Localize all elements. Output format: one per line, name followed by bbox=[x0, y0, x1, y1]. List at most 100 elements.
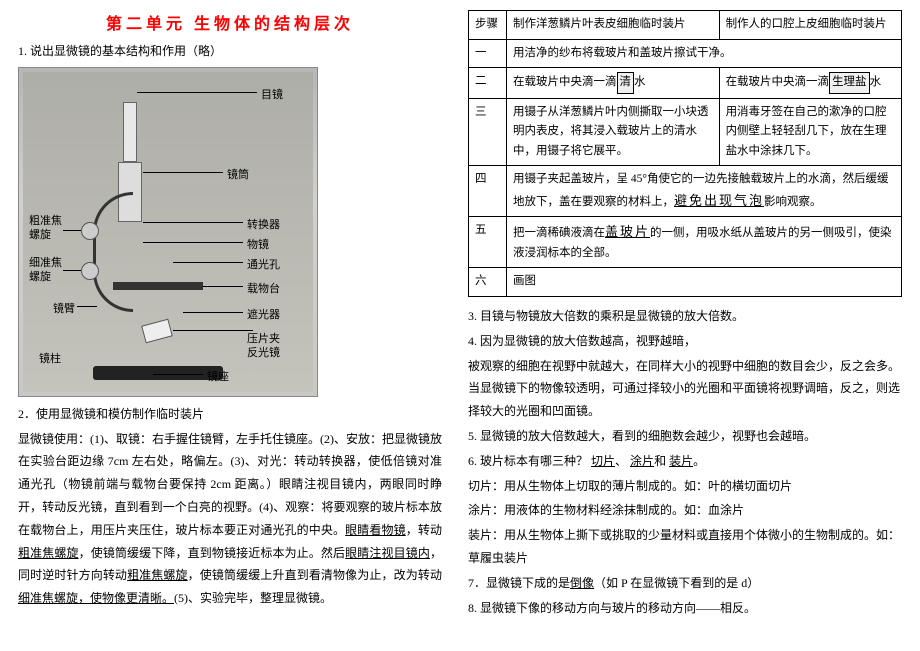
point-7: 7．显微镜下成的是倒像（如 P 在显微镜下看到的是 d） bbox=[468, 572, 902, 595]
label-eyepiece: 目镜 bbox=[261, 86, 283, 102]
label-mirror: 反光镜 bbox=[247, 344, 280, 360]
u-look-eyepiece: 眼睛注视目镜内 bbox=[345, 546, 430, 560]
label-aperture: 通光孔 bbox=[247, 256, 280, 272]
lead-line bbox=[137, 92, 257, 93]
usage-paragraph: 显微镜使用：(1)、取镜：右手握住镜臂，左手托住镜座。(2)、安放：把显微镜放在… bbox=[18, 428, 442, 610]
step-6-text: 画图 bbox=[507, 268, 902, 297]
step-3-oral: 用消毒牙签在自己的漱净的口腔内侧壁上轻轻刮几下，放在生理盐水中涂抹几下。 bbox=[719, 98, 901, 166]
lead-line bbox=[77, 306, 97, 307]
left-column: 第二单元 生物体的结构层次 1. 说出显微镜的基本结构和作用（略） 目镜 镜筒 … bbox=[0, 0, 460, 651]
p7-tail: （如 P 在显微镜下看到的是 d） bbox=[594, 576, 759, 590]
scope-arm-shape bbox=[93, 192, 133, 312]
base-shape bbox=[93, 366, 223, 380]
u-cover-slip: 盖玻片 bbox=[605, 224, 650, 239]
label-diaphragm: 遮光器 bbox=[247, 306, 280, 322]
unit-title: 第二单元 生物体的结构层次 bbox=[18, 10, 442, 34]
coarse-knob-shape bbox=[81, 222, 99, 240]
table-row: 二 在载玻片中央滴一滴清水 在载玻片中央滴一滴生理盐水 bbox=[469, 68, 902, 99]
step-6: 六 bbox=[469, 268, 507, 297]
step-3-onion: 用镊子从洋葱鳞片叶内侧撕取一小块透明内表皮，将其浸入载玻片上的清水中，用镊子将它… bbox=[507, 98, 720, 166]
t2b3: 水 bbox=[870, 76, 882, 88]
usage-text-i: ，使镜筒缓缓上升直到看清物像为止，改为转动 bbox=[188, 568, 442, 582]
fine-knob-shape bbox=[81, 262, 99, 280]
p6-and: 和 bbox=[654, 454, 666, 468]
u-coarse-1: 粗准焦螺旋 bbox=[18, 546, 79, 560]
p7-lead: 7．显微镜下成的是 bbox=[468, 576, 570, 590]
step-1: 一 bbox=[469, 39, 507, 68]
u-slice: 切片 bbox=[591, 454, 615, 468]
microscope-drawing: 目镜 镜筒 粗准焦 螺旋 细准焦 螺旋 镜臂 转换器 物镜 通光孔 载物台 遮光… bbox=[23, 72, 313, 392]
th-step: 步骤 bbox=[469, 11, 507, 40]
steps-table: 步骤 制作洋葱鳞片叶表皮细胞临时装片 制作人的口腔上皮细胞临时装片 一 用洁净的… bbox=[468, 10, 902, 297]
p6-dot: 。 bbox=[693, 454, 705, 468]
step-2-onion: 在载玻片中央滴一滴清水 bbox=[507, 68, 720, 99]
p6-lead: 6. 玻片标本有哪三种？ bbox=[468, 454, 588, 468]
label-arm: 镜臂 bbox=[53, 300, 75, 316]
step-2-oral: 在载玻片中央滴一滴生理盐水 bbox=[719, 68, 901, 99]
point-6-s1: 切片：用从生物体上切取的薄片制成的。如：叶的横切面切片 bbox=[468, 475, 902, 498]
point-4a: 4. 因为显微镜的放大倍数越高，视野越暗， bbox=[468, 330, 902, 353]
usage-text-k: (5)、实验完毕，整理显微镜。 bbox=[174, 591, 332, 605]
u-fine: 细准焦螺旋，使物像更清晰。 bbox=[18, 591, 174, 605]
label-fine2: 螺旋 bbox=[29, 268, 51, 284]
point-3: 3. 目镜与物镜放大倍数的乘积是显微镜的放大倍数。 bbox=[468, 305, 902, 328]
t43: 影响观察。 bbox=[764, 196, 822, 208]
u-coarse-2: 粗准焦螺旋 bbox=[127, 568, 188, 582]
lead-line bbox=[153, 374, 203, 375]
microscope-figure: 目镜 镜筒 粗准焦 螺旋 细准焦 螺旋 镜臂 转换器 物镜 通光孔 载物台 遮光… bbox=[18, 67, 318, 397]
th-oral: 制作人的口腔上皮细胞临时装片 bbox=[719, 11, 901, 40]
lead-line bbox=[173, 262, 243, 263]
t2a3: 水 bbox=[634, 76, 646, 88]
p6-comma1: 、 bbox=[615, 454, 627, 468]
lead-line bbox=[143, 242, 243, 243]
label-coarse2: 螺旋 bbox=[29, 226, 51, 242]
point-6-s3: 装片：用从生物体上撕下或挑取的少量材料或直接用个体微小的生物制成的。如：草履虫装… bbox=[468, 524, 902, 570]
point-8: 8. 显微镜下像的移动方向与玻片的移动方向——相反。 bbox=[468, 597, 902, 620]
table-row: 一 用洁净的纱布将载玻片和盖玻片擦试干净。 bbox=[469, 39, 902, 68]
highlight-saline: 生理盐 bbox=[829, 72, 870, 94]
u-smear: 涂片 bbox=[630, 454, 654, 468]
t2b1: 在载玻片中央滴一滴 bbox=[726, 76, 830, 88]
step-5-text: 把一滴稀碘液滴在盖玻片的一侧，用吸水纸从盖玻片的另一侧吸引，使染液浸润标本的全部… bbox=[507, 217, 902, 268]
label-pillar: 镜柱 bbox=[39, 350, 61, 366]
u-mount: 装片 bbox=[669, 454, 693, 468]
table-row: 六 画图 bbox=[469, 268, 902, 297]
table-row: 四 用镊子夹起盖玻片，呈 45°角使它的一边先接触载玻片上的水滴，然后缓缓地放下… bbox=[469, 166, 902, 217]
u-inverted: 倒像 bbox=[570, 576, 594, 590]
lead-line bbox=[63, 230, 81, 231]
lead-line bbox=[143, 172, 223, 173]
right-column: 步骤 制作洋葱鳞片叶表皮细胞临时装片 制作人的口腔上皮细胞临时装片 一 用洁净的… bbox=[460, 0, 920, 651]
u-look-objective: 眼睛看物镜 bbox=[345, 523, 406, 537]
stage-shape bbox=[113, 282, 203, 290]
usage-text-a: 显微镜使用：(1)、取镜：右手握住镜臂，左手托住镜座。(2)、安放：把显微镜放在… bbox=[18, 432, 442, 537]
t51: 把一滴稀碘液滴在 bbox=[513, 227, 605, 239]
label-tube: 镜筒 bbox=[227, 166, 249, 182]
table-row: 五 把一滴稀碘液滴在盖玻片的一侧，用吸水纸从盖玻片的另一侧吸引，使染液浸润标本的… bbox=[469, 217, 902, 268]
table-row: 步骤 制作洋葱鳞片叶表皮细胞临时装片 制作人的口腔上皮细胞临时装片 bbox=[469, 11, 902, 40]
lead-line bbox=[183, 312, 243, 313]
step-2: 二 bbox=[469, 68, 507, 99]
q1: 1. 说出显微镜的基本结构和作用（略） bbox=[18, 40, 442, 63]
lead-line bbox=[173, 330, 253, 331]
step-1-text: 用洁净的纱布将载玻片和盖玻片擦试干净。 bbox=[507, 39, 902, 68]
label-objective: 物镜 bbox=[247, 236, 269, 252]
usage-text-e: ，使镜筒缓缓下降，直到物镜接近标本为止。然后 bbox=[79, 546, 346, 560]
step-5: 五 bbox=[469, 217, 507, 268]
scope-eyepiece-shape bbox=[123, 102, 137, 162]
lead-line bbox=[203, 286, 243, 287]
lead-line bbox=[143, 222, 243, 223]
step-4: 四 bbox=[469, 166, 507, 217]
label-base: 镜座 bbox=[207, 368, 229, 384]
step-4-text: 用镊子夹起盖玻片，呈 45°角使它的一边先接触载玻片上的水滴，然后缓缓地放下，盖… bbox=[507, 166, 902, 217]
point-6: 6. 玻片标本有哪三种？ 切片、 涂片和 装片。 bbox=[468, 450, 902, 473]
u-avoid-bubble: 避免出现气泡 bbox=[674, 193, 764, 208]
th-onion: 制作洋葱鳞片叶表皮细胞临时装片 bbox=[507, 11, 720, 40]
label-revolver: 转换器 bbox=[247, 216, 280, 232]
mirror-shape bbox=[141, 318, 173, 343]
point-6-s2: 涂片：用液体的生物材料经涂抹制成的。如：血涂片 bbox=[468, 499, 902, 522]
highlight-water: 清 bbox=[617, 72, 635, 94]
point-4b: 被观察的细胞在视野中就越大，在同样大小的视野中细胞的数目会少，反之会多。当显微镜… bbox=[468, 355, 902, 423]
step-3: 三 bbox=[469, 98, 507, 166]
t2a1: 在载玻片中央滴一滴 bbox=[513, 76, 617, 88]
table-row: 三 用镊子从洋葱鳞片叶内侧撕取一小块透明内表皮，将其浸入载玻片上的清水中，用镊子… bbox=[469, 98, 902, 166]
